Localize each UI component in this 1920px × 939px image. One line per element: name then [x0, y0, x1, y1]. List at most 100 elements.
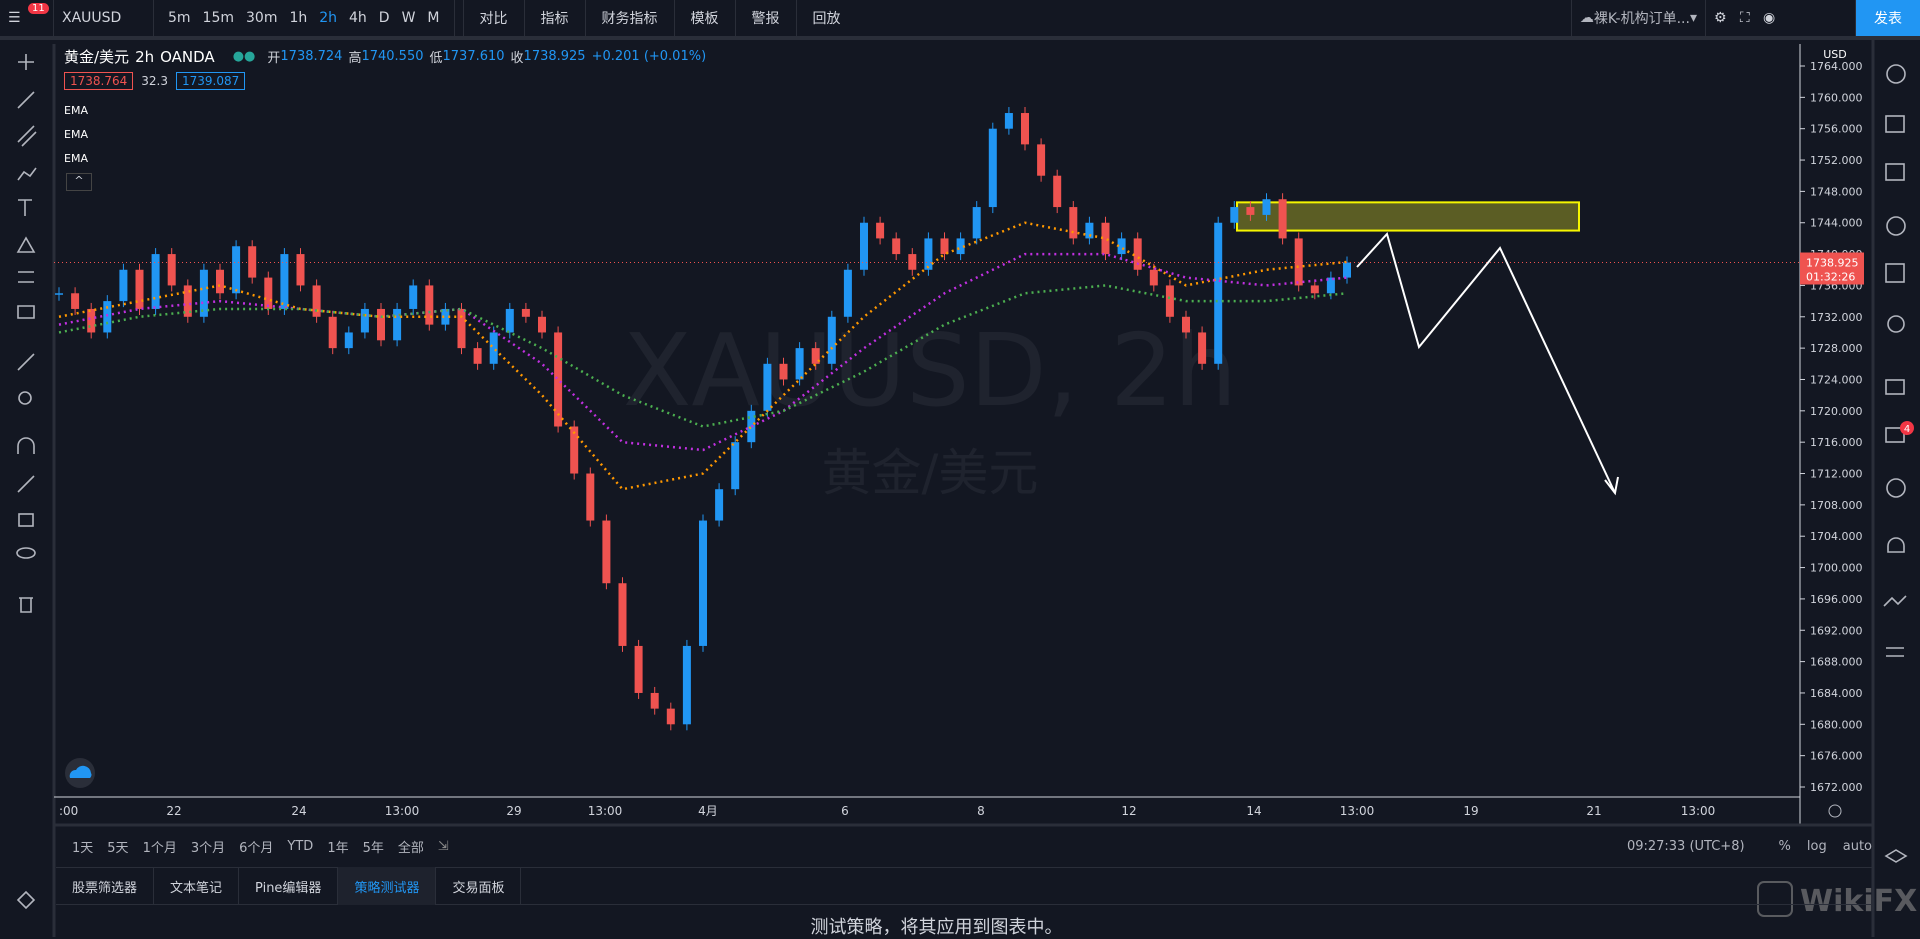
tab[interactable]: 交易面板: [436, 867, 522, 905]
tool[interactable]: 财务指标: [584, 0, 674, 36]
candle: [1149, 269, 1158, 286]
range[interactable]: 1个月: [142, 840, 177, 856]
range[interactable]: YTD: [287, 838, 314, 854]
candle: [87, 308, 96, 333]
candle: [1117, 238, 1126, 255]
candle: [216, 269, 224, 294]
timeframe[interactable]: W: [401, 10, 416, 26]
tab[interactable]: 策略测试器: [338, 867, 437, 905]
bid[interactable]: 1738.764: [64, 72, 134, 90]
time-label: 13:00: [1340, 804, 1375, 818]
indicator: EMA: [64, 152, 88, 165]
time-label: 19: [1463, 804, 1478, 818]
tool[interactable]: 警报: [734, 0, 796, 36]
settings-icon: [1828, 804, 1842, 818]
tool[interactable]: 指标: [523, 0, 585, 36]
candle: [1133, 238, 1142, 270]
candle: [1278, 199, 1287, 239]
price-label: 1720.000: [1810, 405, 1863, 418]
option[interactable]: %: [1778, 838, 1791, 854]
candle: [1326, 277, 1335, 294]
candle: [570, 426, 579, 474]
candle: [119, 269, 128, 302]
price-label: 1680.000: [1810, 718, 1863, 731]
watermark-title: XAUUSD, 2h: [623, 312, 1237, 429]
candle: [521, 308, 530, 317]
candle: [827, 316, 836, 364]
range[interactable]: 5年: [362, 840, 384, 856]
label: 高: [348, 51, 362, 66]
candle: [988, 128, 997, 208]
range[interactable]: 6个月: [239, 840, 274, 856]
candle: [860, 222, 868, 270]
price-tag: [1800, 252, 1864, 285]
candle: [811, 348, 820, 364]
collapse[interactable]: ^: [66, 173, 92, 191]
candle: [264, 277, 273, 309]
top-toolbar: ☰ 11 XAUUSD 5m 15m 30m 1h 2h 4h D W M 对比 指标 财务指标 模板警…: [0, 0, 1920, 40]
candle: [183, 285, 192, 317]
range[interactable]: 3个月: [190, 840, 226, 856]
timeframe[interactable]: 4h: [349, 10, 367, 26]
message: 测试策略，将其应用到图表中。: [810, 917, 1063, 938]
ema-line: [58, 284, 1348, 428]
tab[interactable]: Pine编辑器: [239, 867, 339, 905]
price-label: 1708.000: [1810, 499, 1863, 512]
indicator: EMA: [64, 128, 88, 141]
candle: [650, 692, 659, 709]
option[interactable]: log: [1806, 838, 1827, 854]
candle: [699, 520, 707, 646]
candle: [1085, 222, 1094, 239]
tab[interactable]: 股票筛选器: [56, 867, 155, 905]
candle: [377, 308, 385, 341]
price-label: 1672.000: [1810, 781, 1863, 794]
publish-button[interactable]: 发表: [1856, 0, 1920, 36]
timeframe[interactable]: 15m: [202, 10, 234, 26]
range[interactable]: 1年: [327, 840, 349, 856]
timeframe[interactable]: 1h: [289, 10, 308, 26]
candle: [280, 254, 289, 309]
range[interactable]: 1天: [72, 840, 94, 856]
bottom-bar: 1天 5天 1个月 3个月 6个月 YTD 1年 5年 全部 ⇲ 09:27:33 (UTC+8…: [56, 829, 1872, 863]
layout[interactable]: ☁ 裸K-机构订单... ▾: [1570, 0, 1706, 36]
interval: 2h: [135, 47, 155, 66]
option[interactable]: auto: [1842, 838, 1872, 854]
tool[interactable]: 对比: [462, 0, 524, 36]
ask[interactable]: 1739.087: [175, 72, 246, 90]
symbol[interactable]: XAUUSD: [54, 0, 154, 36]
timeframe[interactable]: M: [427, 10, 440, 26]
time-label: 13:00: [1681, 804, 1716, 818]
countdown: 01:32:26: [1806, 271, 1855, 284]
timeframe[interactable]: 2h: [319, 10, 338, 26]
value: 1737.610: [442, 49, 505, 64]
tool[interactable]: 回放: [795, 0, 857, 36]
timeframe[interactable]: 30m: [246, 10, 278, 26]
date-range-icon[interactable]: ⇲: [437, 838, 449, 854]
time-label: 4月: [698, 804, 718, 818]
time-label: 13:00: [385, 804, 420, 818]
tab[interactable]: 文本笔记: [154, 867, 240, 905]
range[interactable]: 5天: [107, 840, 129, 856]
candle: [71, 293, 80, 309]
ema-line: [58, 252, 1348, 452]
candle: [55, 293, 63, 295]
menu[interactable]: ☰ 11: [0, 0, 54, 36]
candle: [328, 316, 337, 349]
tool[interactable]: 模板: [673, 0, 735, 36]
price-label: 1688.000: [1810, 656, 1863, 669]
price-label: 1744.000: [1810, 217, 1863, 230]
candle: [1101, 222, 1110, 255]
candle: [715, 489, 724, 521]
candle: [1021, 113, 1029, 145]
time-label: 22: [166, 804, 181, 818]
timeframe[interactable]: D: [378, 10, 390, 26]
label: 收: [510, 51, 524, 66]
indicator: EMA: [64, 104, 88, 117]
timeframe[interactable]: 5m: [168, 10, 191, 26]
candle: [1214, 222, 1223, 364]
range[interactable]: 全部: [397, 840, 424, 856]
candle: [505, 308, 514, 333]
price-label: 1724.000: [1810, 373, 1863, 386]
candle: [344, 332, 353, 349]
